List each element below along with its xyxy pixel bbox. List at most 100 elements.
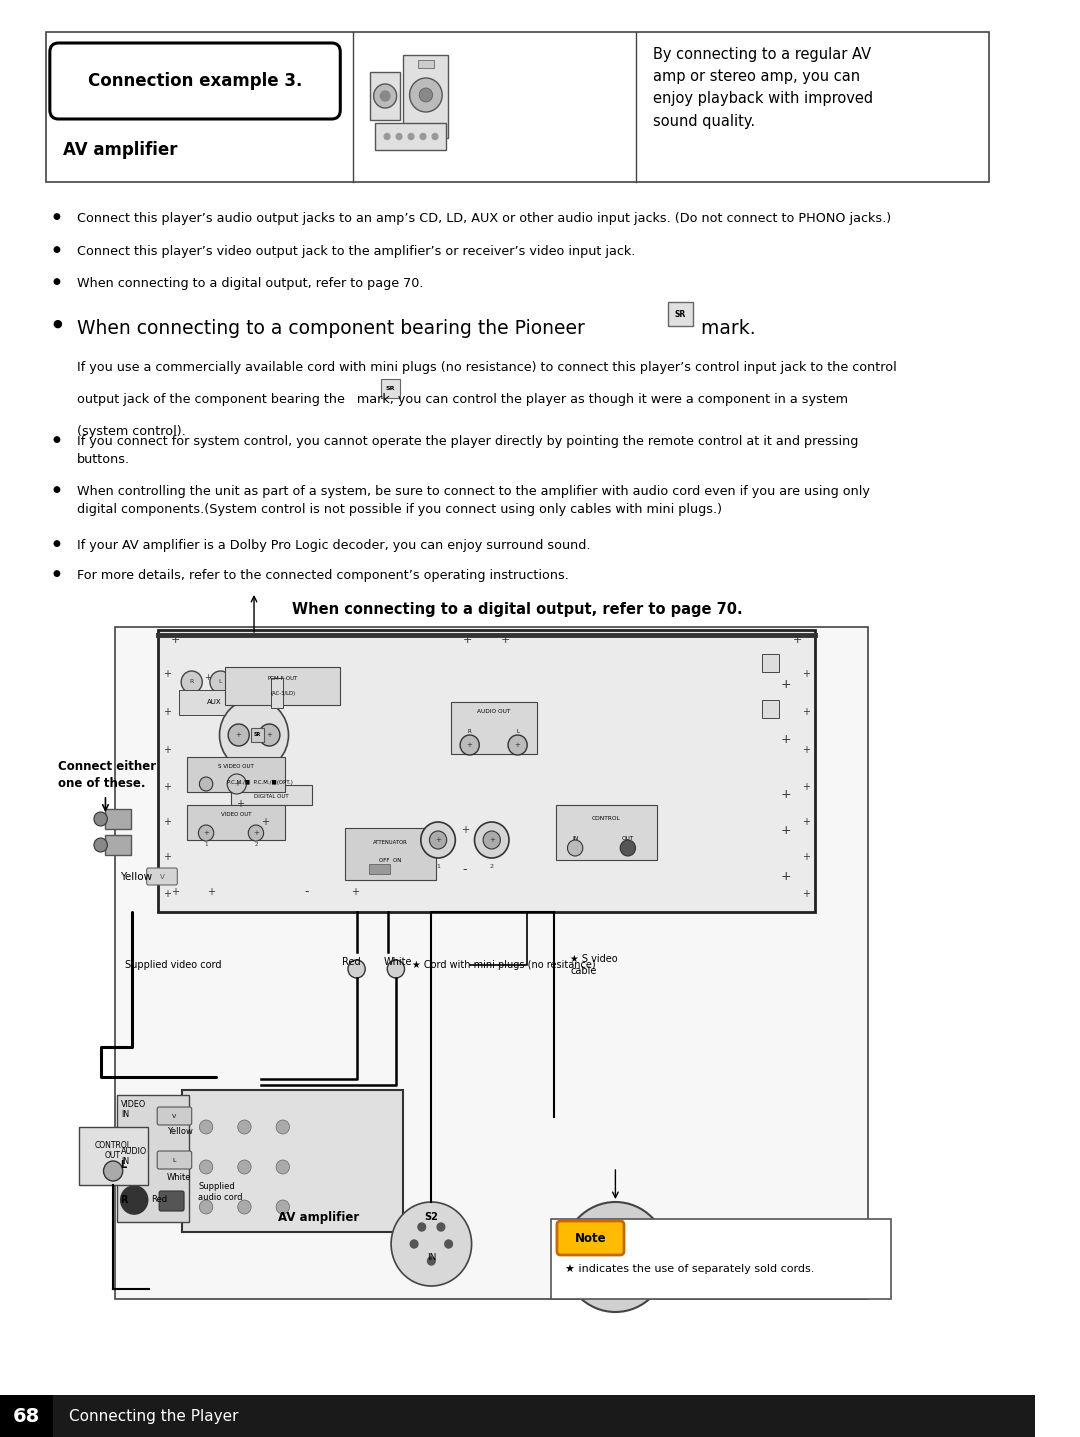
Text: 2: 2 [254,842,258,848]
Circle shape [384,134,390,139]
Text: +: + [163,782,171,792]
Circle shape [199,825,214,841]
Text: +: + [267,731,272,739]
Text: White: White [166,1173,191,1181]
Text: Connect this player’s audio output jacks to an amp’s CD, LD, AUX or other audio : Connect this player’s audio output jacks… [77,213,891,226]
Text: AUX: AUX [206,700,221,706]
Text: Yellow: Yellow [166,1127,192,1135]
Circle shape [248,825,264,841]
Text: +: + [462,635,472,645]
Text: +: + [461,825,469,835]
Circle shape [200,777,213,790]
Circle shape [200,1119,213,1134]
Bar [117,1095,189,1221]
Text: OUT: OUT [622,835,634,841]
Circle shape [591,1270,602,1283]
Circle shape [94,812,107,826]
Text: V: V [160,874,164,879]
Circle shape [259,724,280,746]
Text: -: - [305,885,309,898]
Circle shape [181,671,202,693]
Bar [551,1219,891,1299]
Circle shape [388,960,405,979]
Bar [79,1127,148,1186]
Circle shape [276,1119,289,1134]
Text: +: + [235,731,242,739]
Text: Supplied
audio cord: Supplied audio cord [199,1183,243,1201]
Text: V: V [173,1114,177,1118]
Circle shape [238,1200,252,1214]
FancyBboxPatch shape [50,43,340,119]
Text: ●: ● [53,486,60,494]
Text: +: + [793,635,802,645]
Text: CONTROL: CONTROL [592,816,621,821]
Bar [0,1395,53,1437]
Text: R: R [120,1196,127,1206]
Text: +: + [802,782,810,792]
Bar [179,690,248,716]
Text: ★ Cord with mini plugs (no resitance): ★ Cord with mini plugs (no resitance) [413,960,596,970]
Circle shape [408,134,414,139]
Text: Connect this player’s video output jack to the amplifier’s or receiver’s video i: Connect this player’s video output jack … [77,244,635,259]
Polygon shape [369,72,401,121]
Bar [450,703,537,754]
Text: L: L [173,1157,176,1163]
Circle shape [210,671,231,693]
Text: +: + [163,890,171,900]
Bar [369,864,390,874]
Text: +: + [204,673,212,681]
FancyBboxPatch shape [147,868,177,885]
Circle shape [421,822,456,858]
Text: AV amplifier: AV amplifier [64,141,178,160]
Circle shape [228,724,249,746]
Text: VIDEO OUT: VIDEO OUT [220,812,251,818]
Polygon shape [403,55,448,138]
Circle shape [380,91,390,101]
Text: ●: ● [53,569,60,578]
Text: ●: ● [53,277,60,286]
Polygon shape [375,124,446,149]
Text: OFF  ON: OFF ON [379,858,402,862]
Text: +: + [781,823,792,836]
Text: Red: Red [151,1196,167,1204]
Text: L: L [121,1160,126,1170]
Bar [231,785,312,805]
Text: +: + [489,836,495,844]
Text: (AC-3/LD): (AC-3/LD) [270,691,295,696]
Text: R: R [190,680,193,684]
Circle shape [238,1160,252,1174]
Bar [0,1395,1036,1437]
Circle shape [445,1240,453,1247]
Text: +: + [234,780,240,787]
Text: When connecting to a digital output, refer to page 70.: When connecting to a digital output, ref… [293,602,743,616]
Circle shape [428,1257,435,1265]
Text: Yellow: Yellow [120,872,152,882]
Text: ★ S video
cable: ★ S video cable [570,954,618,976]
Circle shape [410,1240,418,1247]
Circle shape [567,841,583,856]
Text: +: + [163,744,171,754]
Text: +: + [501,635,511,645]
Text: VIDEO
IN: VIDEO IN [121,1099,146,1119]
Text: By connecting to a regular AV
amp or stereo amp, you can
enjoy playback with imp: By connecting to a regular AV amp or ste… [652,47,873,128]
Bar [556,805,657,859]
Bar [346,828,436,879]
Circle shape [374,83,396,108]
Circle shape [629,1232,640,1243]
Text: S2: S2 [424,1211,438,1221]
Text: +: + [435,836,441,844]
FancyBboxPatch shape [158,1106,192,1125]
Bar [187,757,285,792]
Text: +: + [235,799,244,809]
Text: When controlling the unit as part of a system, be sure to connect to the amplifi: When controlling the unit as part of a s… [77,486,869,516]
Circle shape [391,1201,472,1286]
Circle shape [563,1201,669,1312]
Text: SR: SR [675,309,686,319]
Circle shape [104,1161,123,1181]
Circle shape [629,1270,640,1283]
Text: Note: Note [575,1232,606,1244]
Text: +: + [163,852,171,862]
FancyBboxPatch shape [158,1151,192,1170]
Circle shape [200,1200,213,1214]
Text: DIGITAL OUT: DIGITAL OUT [255,793,289,799]
